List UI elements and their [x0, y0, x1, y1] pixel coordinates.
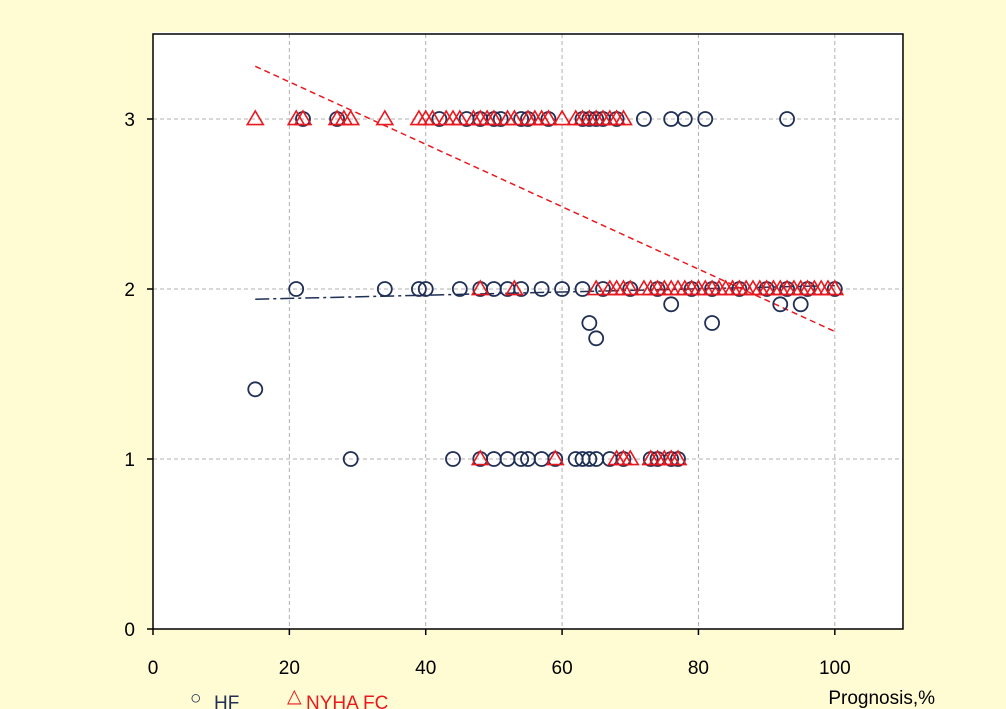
x-tick-label: 0: [148, 658, 159, 679]
plot-area: [153, 32, 903, 629]
hf-point: [663, 296, 680, 313]
hf-point: [492, 111, 509, 127]
hf-point: [533, 281, 550, 297]
hf-point: [581, 315, 598, 331]
nyha-point: [470, 449, 490, 466]
hf-point: [342, 451, 359, 467]
x-tick-label: 80: [688, 658, 709, 679]
hf-point: [288, 281, 305, 297]
nyha-point: [341, 109, 361, 126]
nyha-point: [539, 109, 558, 126]
x-tick-label: 60: [552, 658, 573, 679]
nyha-point: [423, 109, 442, 126]
hf-point: [588, 330, 605, 347]
legend-item-nyha: △ NYHA FC: [287, 686, 388, 709]
nyha-point: [825, 279, 845, 296]
y-tick-label: 2: [124, 280, 135, 301]
tick-labels: 0 20 40 60 80 100 0 1 2 3: [124, 110, 850, 679]
hf-point: [704, 315, 720, 331]
hf-point: [635, 111, 652, 127]
axes-frame: [152, 33, 904, 630]
nyha-trend-line: [254, 65, 836, 333]
x-tick-label: 20: [279, 658, 300, 679]
hf-point: [417, 281, 434, 297]
nyha-point: [552, 109, 572, 126]
hf-point: [431, 111, 448, 127]
hf-point: [554, 281, 570, 297]
hf-point: [247, 381, 264, 398]
nyha-point: [504, 279, 524, 296]
legend-nyha-symbol: △: [287, 686, 302, 707]
hf-point: [513, 111, 530, 127]
hf-point: [581, 451, 598, 467]
nyha-point: [470, 279, 490, 296]
nyha-point: [586, 279, 606, 296]
nyha-point: [450, 109, 470, 126]
y-tick-label: 1: [124, 450, 135, 471]
axes: [147, 33, 904, 635]
hf-point: [574, 281, 591, 297]
hf-point: [792, 296, 809, 313]
hf-point: [595, 281, 611, 297]
hf-point: [779, 111, 795, 127]
x-tick-label: 100: [819, 658, 851, 679]
nyha-points: [245, 109, 845, 466]
hf-point: [513, 451, 530, 467]
legend-item-hf: ○ HF: [190, 688, 239, 709]
legend-hf-symbol: ○: [190, 688, 201, 709]
hf-point: [445, 451, 461, 467]
hf-point: [676, 111, 693, 127]
x-tick-label: 40: [415, 658, 436, 679]
hf-point: [451, 281, 468, 297]
nyha-point: [245, 109, 265, 126]
hf-point: [697, 111, 714, 127]
trend-lines: [254, 65, 836, 333]
legend-nyha-label: NYHA FC: [306, 693, 388, 709]
hf-point: [376, 281, 393, 297]
hf-point: [772, 296, 789, 313]
nyha-point: [668, 449, 688, 466]
x-axis-label: Prognosis,%: [828, 688, 935, 709]
nyha-point: [484, 109, 504, 126]
legend-hf-label: HF: [214, 693, 239, 709]
nyha-point: [293, 109, 313, 126]
legend: ○ HF △ NYHA FC: [190, 686, 388, 709]
nyha-point: [620, 449, 640, 466]
y-tick-label: 0: [124, 620, 135, 641]
nyha-point: [545, 449, 565, 466]
nyha-point: [614, 109, 633, 126]
y-tick-label: 3: [124, 110, 135, 131]
hf-point: [513, 281, 530, 297]
nyha-point: [504, 109, 524, 126]
nyha-point: [375, 109, 395, 126]
nyha-point: [620, 279, 640, 296]
hf-point: [411, 281, 427, 297]
